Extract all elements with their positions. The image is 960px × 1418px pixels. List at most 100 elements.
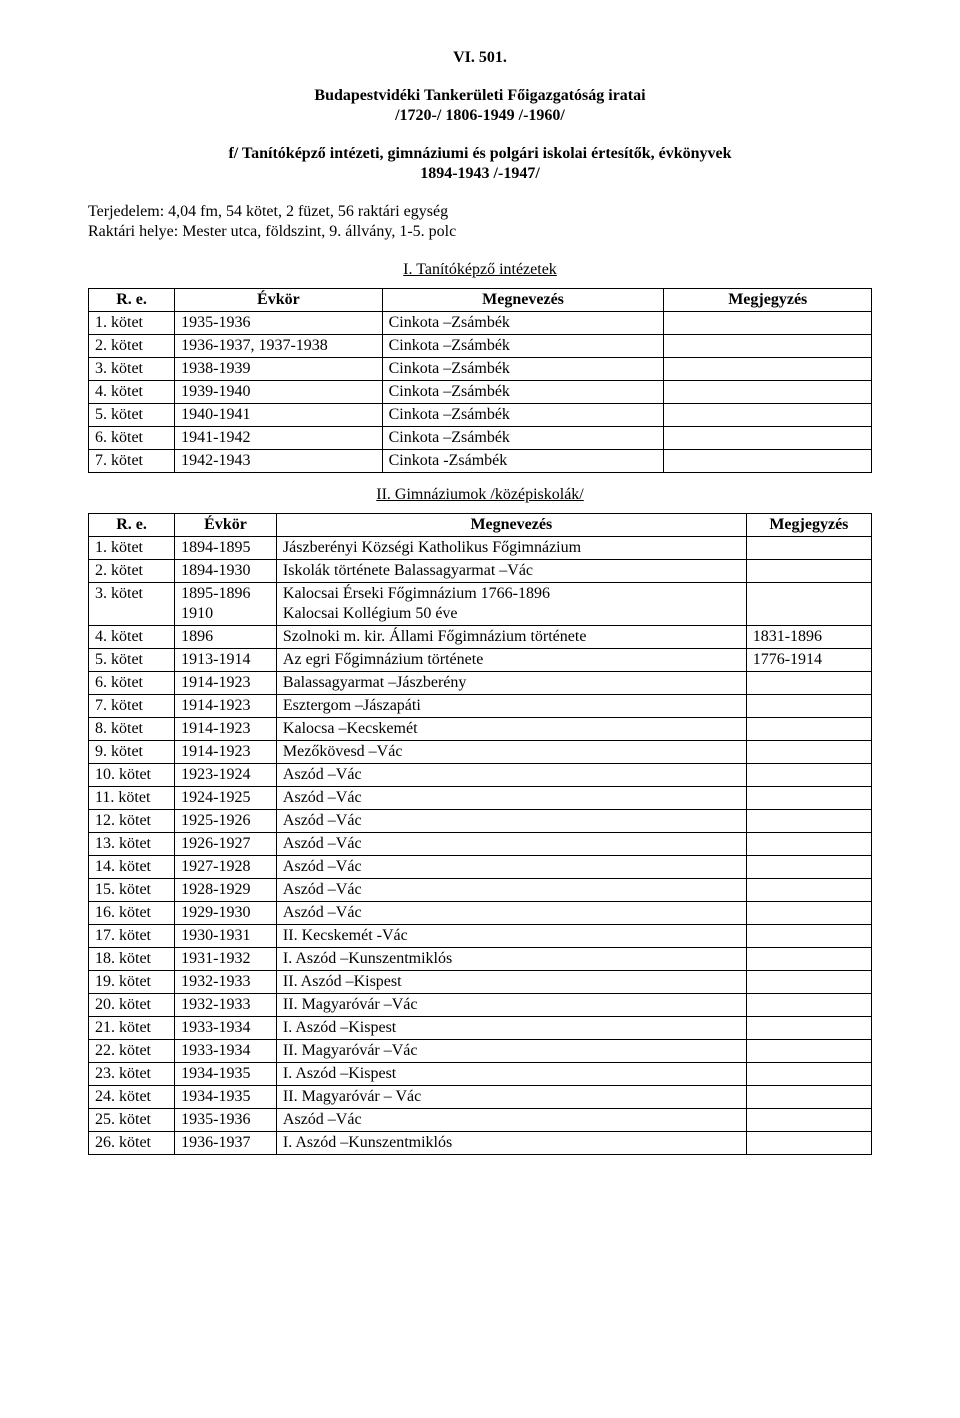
col-name: Megnevezés	[276, 514, 746, 537]
yr-cell: 1938-1939	[175, 358, 382, 381]
re-cell: 4. kötet	[89, 381, 175, 404]
note-cell	[746, 1063, 871, 1086]
re-cell: 23. kötet	[89, 1063, 175, 1086]
name-cell: Kalocsai Érseki Főgimnázium 1766-1896 Ka…	[276, 583, 746, 626]
yr-cell: 1930-1931	[175, 925, 277, 948]
yr-cell: 1924-1925	[175, 787, 277, 810]
re-cell: 22. kötet	[89, 1040, 175, 1063]
yr-cell: 1933-1934	[175, 1040, 277, 1063]
yr-cell: 1942-1943	[175, 450, 382, 473]
note-cell	[746, 764, 871, 787]
re-cell: 2. kötet	[89, 335, 175, 358]
name-cell: II. Magyaróvár –Vác	[276, 1040, 746, 1063]
name-cell: Aszód –Vác	[276, 902, 746, 925]
note-cell	[746, 856, 871, 879]
re-cell: 19. kötet	[89, 971, 175, 994]
yr-cell: 1931-1932	[175, 948, 277, 971]
table-row: 7. kötet1914-1923Esztergom –Jászapáti	[89, 695, 872, 718]
name-cell: II. Kecskemét -Vác	[276, 925, 746, 948]
note-cell	[746, 537, 871, 560]
note-cell	[746, 925, 871, 948]
col-name: Megnevezés	[382, 289, 664, 312]
yr-cell: 1939-1940	[175, 381, 382, 404]
yr-cell: 1940-1941	[175, 404, 382, 427]
table-row: 17. kötet1930-1931II. Kecskemét -Vác	[89, 925, 872, 948]
yr-cell: 1927-1928	[175, 856, 277, 879]
re-cell: 24. kötet	[89, 1086, 175, 1109]
name-cell: I. Aszód –Kunszentmiklós	[276, 1132, 746, 1155]
name-cell: II. Aszód –Kispest	[276, 971, 746, 994]
note-cell	[746, 1040, 871, 1063]
table-row: 23. kötet1934-1935I. Aszód –Kispest	[89, 1063, 872, 1086]
re-cell: 5. kötet	[89, 404, 175, 427]
table-row: 1. kötet1894-1895Jászberényi Községi Kat…	[89, 537, 872, 560]
name-cell: Cinkota –Zsámbék	[382, 404, 664, 427]
note-cell	[746, 833, 871, 856]
note-cell	[746, 718, 871, 741]
note-cell	[746, 672, 871, 695]
note-cell	[664, 358, 872, 381]
re-cell: 12. kötet	[89, 810, 175, 833]
name-cell: Aszód –Vác	[276, 764, 746, 787]
yr-cell: 1934-1935	[175, 1086, 277, 1109]
table-row: 15. kötet1928-1929Aszód –Vác	[89, 879, 872, 902]
yr-cell: 1933-1934	[175, 1017, 277, 1040]
table-row: 22. kötet1933-1934II. Magyaróvár –Vác	[89, 1040, 872, 1063]
table-row: 3. kötet1895-1896 1910Kalocsai Érseki Fő…	[89, 583, 872, 626]
note-cell	[664, 404, 872, 427]
table-row: 19. kötet1932-1933II. Aszód –Kispest	[89, 971, 872, 994]
re-cell: 17. kötet	[89, 925, 175, 948]
name-cell: Aszód –Vác	[276, 787, 746, 810]
re-cell: 21. kötet	[89, 1017, 175, 1040]
table-row: 24. kötet1934-1935II. Magyaróvár – Vác	[89, 1086, 872, 1109]
table-row: 26. kötet1936-1937I. Aszód –Kunszentmikl…	[89, 1132, 872, 1155]
table-row: 9. kötet1914-1923Mezőkövesd –Vác	[89, 741, 872, 764]
note-cell	[664, 450, 872, 473]
re-cell: 4. kötet	[89, 626, 175, 649]
note-cell	[746, 971, 871, 994]
yr-cell: 1894-1895	[175, 537, 277, 560]
yr-cell: 1923-1924	[175, 764, 277, 787]
note-cell	[746, 810, 871, 833]
table-row: 13. kötet1926-1927Aszód –Vác	[89, 833, 872, 856]
name-cell: I. Aszód –Kispest	[276, 1063, 746, 1086]
re-cell: 16. kötet	[89, 902, 175, 925]
yr-cell: 1914-1923	[175, 672, 277, 695]
name-cell: Kalocsa –Kecskemét	[276, 718, 746, 741]
name-cell: Mezőkövesd –Vác	[276, 741, 746, 764]
note-cell: 1831-1896	[746, 626, 871, 649]
table-row: 20. kötet1932-1933II. Magyaróvár –Vác	[89, 994, 872, 1017]
note-cell	[664, 427, 872, 450]
yr-cell: 1896	[175, 626, 277, 649]
re-cell: 7. kötet	[89, 695, 175, 718]
sub-title: f/ Tanítóképző intézeti, gimnáziumi és p…	[88, 144, 872, 164]
re-cell: 1. kötet	[89, 312, 175, 335]
table-row: 8. kötet1914-1923Kalocsa –Kecskemét	[89, 718, 872, 741]
name-cell: Cinkota –Zsámbék	[382, 381, 664, 404]
name-cell: I. Aszód –Kunszentmiklós	[276, 948, 746, 971]
yr-cell: 1929-1930	[175, 902, 277, 925]
doc-id: VI. 501.	[88, 48, 872, 68]
table-row: 7. kötet1942-1943Cinkota -Zsámbék	[89, 450, 872, 473]
name-cell: Iskolák története Balassagyarmat –Vác	[276, 560, 746, 583]
table-row: 25. kötet1935-1936Aszód –Vác	[89, 1109, 872, 1132]
re-cell: 20. kötet	[89, 994, 175, 1017]
name-cell: Jászberényi Községi Katholikus Főgimnázi…	[276, 537, 746, 560]
col-re: R. e.	[89, 289, 175, 312]
re-cell: 8. kötet	[89, 718, 175, 741]
yr-cell: 1935-1936	[175, 1109, 277, 1132]
name-cell: II. Magyaróvár – Vác	[276, 1086, 746, 1109]
yr-cell: 1928-1929	[175, 879, 277, 902]
name-cell: Aszód –Vác	[276, 856, 746, 879]
name-cell: Cinkota –Zsámbék	[382, 335, 664, 358]
table-row: 10. kötet1923-1924Aszód –Vác	[89, 764, 872, 787]
re-cell: 2. kötet	[89, 560, 175, 583]
note-cell	[664, 381, 872, 404]
table-row: 5. kötet1913-1914Az egri Főgimnázium tör…	[89, 649, 872, 672]
note-cell: 1776-1914	[746, 649, 871, 672]
note-cell	[746, 1109, 871, 1132]
table-header-row: R. e. Évkör Megnevezés Megjegyzés	[89, 289, 872, 312]
name-cell: Aszód –Vác	[276, 810, 746, 833]
col-year: Évkör	[175, 514, 277, 537]
yr-cell: 1932-1933	[175, 971, 277, 994]
